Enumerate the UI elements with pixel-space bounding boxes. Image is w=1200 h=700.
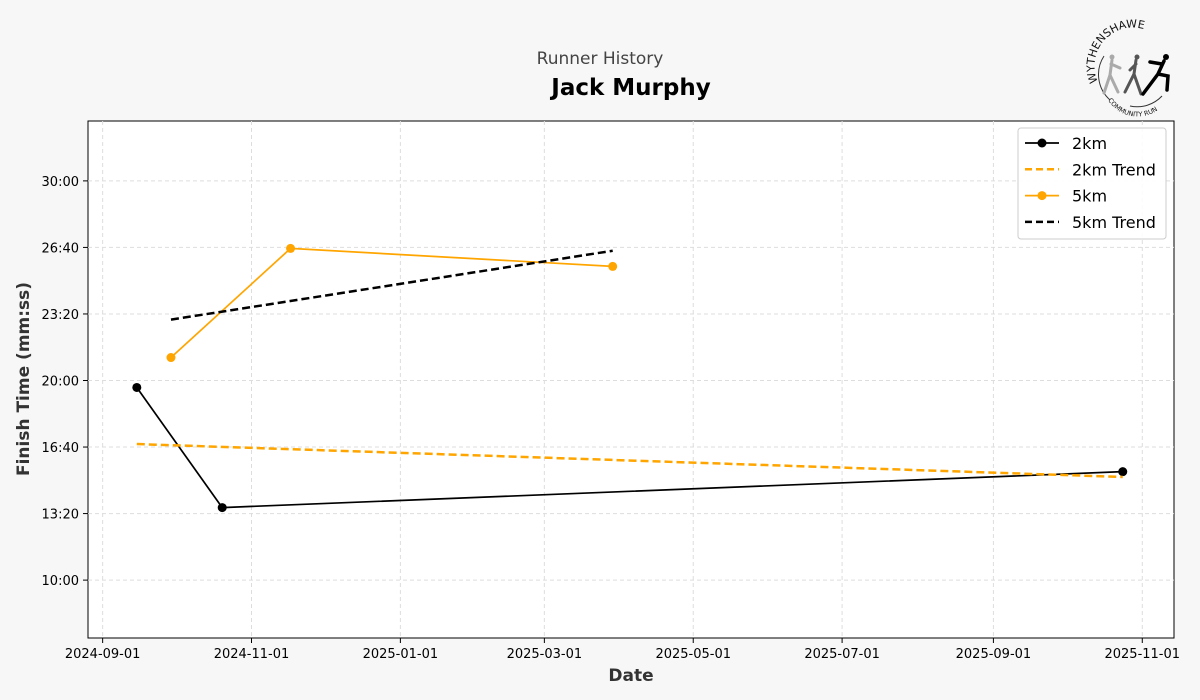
data-point-5km (286, 243, 296, 253)
y-tick-label: 13:20 (42, 508, 79, 523)
chart-subtitle: Runner History (537, 49, 664, 69)
plot-area (87, 120, 1175, 639)
chart-title: Jack Murphy (549, 75, 710, 101)
series-line-5km-trend (170, 249, 613, 321)
x-tick-label: 2025-03-01 (507, 647, 583, 662)
y-tick-label: 26:40 (42, 241, 79, 256)
data-point-2km (1118, 467, 1128, 477)
legend-marker (1037, 138, 1047, 148)
legend-label: 2km Trend (1072, 160, 1156, 179)
wythenshawe-logo: WYTHENSHAWE COMMUNITY RUN (1084, 17, 1170, 119)
x-tick-label: 2024-09-01 (65, 647, 141, 662)
y-tick-label: 30:00 (42, 175, 79, 190)
x-axis-label: Date (608, 666, 653, 686)
data-point-5km (166, 353, 176, 363)
legend: 2km 2km Trend 5km 5km Trend (1017, 127, 1167, 240)
y-tick-label: 10:00 (42, 574, 79, 589)
data-point-2km (217, 503, 227, 513)
legend-label: 5km (1072, 187, 1107, 206)
data-point-5km (608, 261, 618, 271)
legend-label: 2km (1072, 134, 1107, 153)
x-tick-label: 2024-11-01 (214, 647, 290, 662)
x-tick-label: 2025-11-01 (1104, 647, 1180, 662)
x-tick-label: 2025-01-01 (363, 647, 439, 662)
svg-text:COMMUNITY RUN: COMMUNITY RUN (1106, 97, 1159, 119)
legend-label: 5km Trend (1072, 213, 1156, 232)
x-tick-label: 2025-05-01 (655, 647, 731, 662)
x-tick-label: 2025-09-01 (956, 647, 1032, 662)
y-axis-label: Finish Time (mm:ss) (14, 282, 34, 476)
legend-marker (1037, 191, 1047, 201)
x-tick-label: 2025-07-01 (804, 647, 880, 662)
series-line-2km-trend (136, 442, 1123, 479)
data-point-2km (132, 382, 142, 392)
y-tick-label: 23:20 (42, 308, 79, 323)
y-tick-label: 20:00 (42, 374, 79, 389)
y-tick-label: 16:40 (42, 441, 79, 456)
svg-text:WYTHENSHAWE: WYTHENSHAWE (1084, 17, 1146, 85)
